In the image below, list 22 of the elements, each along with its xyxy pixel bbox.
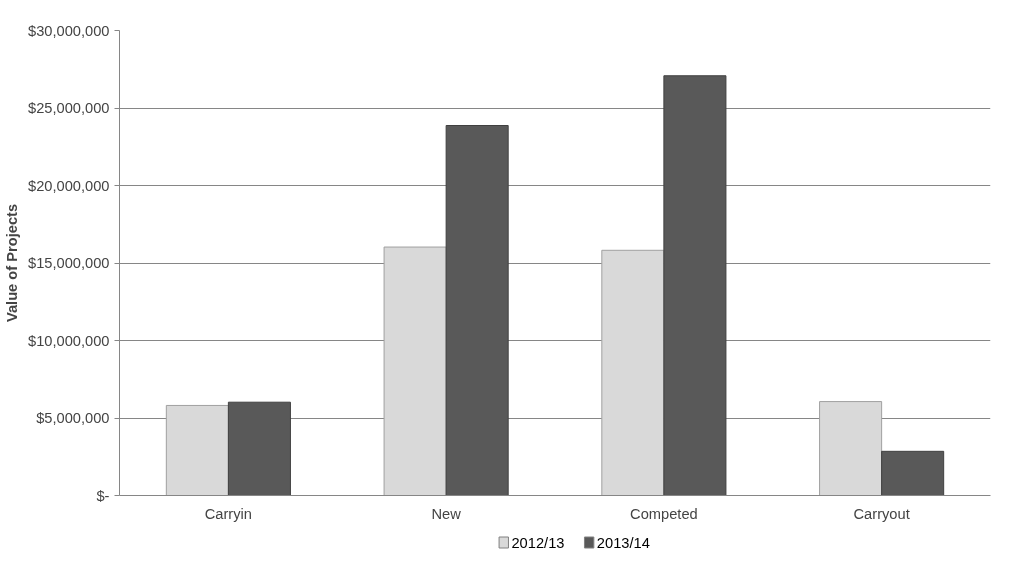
bar xyxy=(663,75,727,496)
x-tick-label: New xyxy=(431,505,462,522)
bar xyxy=(601,249,665,496)
y-tick-label: $- xyxy=(96,487,110,504)
bar xyxy=(165,404,229,496)
bar xyxy=(819,401,883,496)
y-axis-title: Value of Projects xyxy=(4,203,20,323)
y-tick-label: $10,000,000 xyxy=(28,332,110,349)
bar xyxy=(383,246,447,496)
bar xyxy=(227,401,291,496)
legend-label: 2012/13 xyxy=(511,534,565,551)
y-tick-label: $25,000,000 xyxy=(28,100,110,116)
bar xyxy=(445,125,509,496)
legend-label: 2013/14 xyxy=(596,534,650,551)
y-tick-label: $15,000,000 xyxy=(28,255,110,271)
y-tick-label: $30,000,000 xyxy=(28,22,110,39)
x-tick-label: Carryin xyxy=(204,505,252,522)
x-tick-label: Carryout xyxy=(853,505,910,522)
x-tick-label: Competed xyxy=(630,505,698,522)
y-tick-label: $5,000,000 xyxy=(36,410,110,426)
y-tick-label: $20,000,000 xyxy=(28,177,110,194)
bar xyxy=(881,450,945,496)
